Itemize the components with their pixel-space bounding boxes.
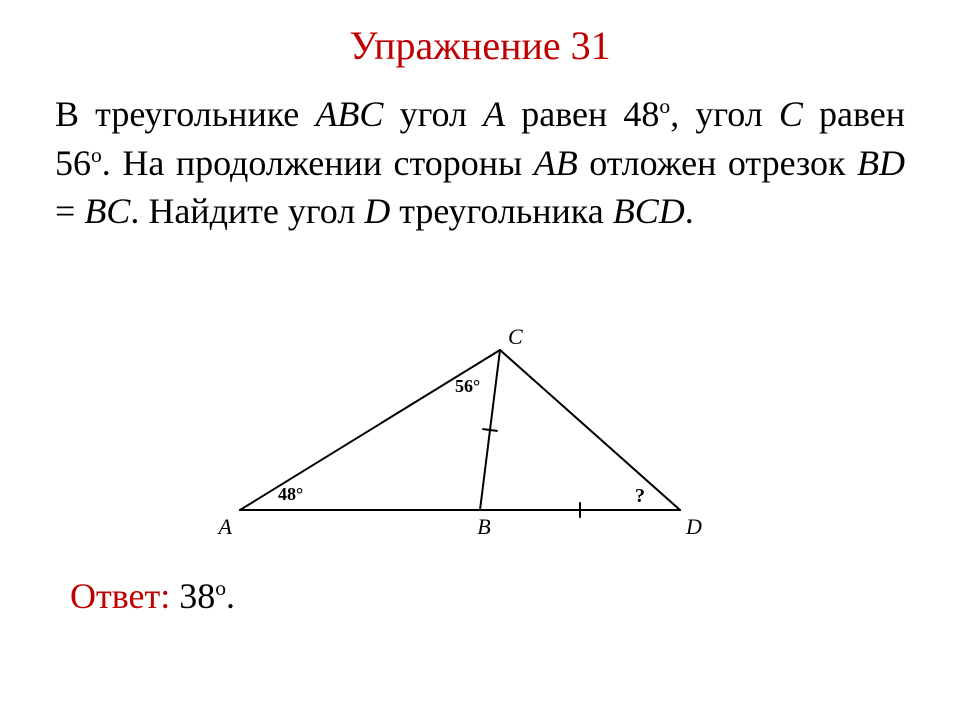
degree-mark: о [659,94,670,118]
var-abc: ABC [315,94,383,134]
triangle-diagram: A B D C 48° 56°? [200,320,760,550]
answer-value: 38 [179,576,215,616]
degree-mark: о [91,143,102,167]
text-fragment: . На продолжении стороны [102,143,534,183]
problem-text: В треугольнике ABC угол A равен 48о, уго… [55,90,905,236]
answer-dot: . [226,576,235,616]
svg-text:?: ? [635,485,645,507]
text-fragment: равен 48 [505,94,659,134]
text-fragment: . [685,191,694,231]
svg-text:D: D [685,514,702,539]
diagram-container: A B D C 48° 56°? [200,320,760,550]
slide-title: Упражнение 31 [0,22,960,69]
var-d: D [364,191,390,231]
svg-text:A: A [217,514,233,539]
var-bd: BD [857,143,905,183]
var-ab: AB [534,143,578,183]
degree-mark: о [215,576,226,600]
var-a: A [483,94,505,134]
var-bcd: BCD [613,191,685,231]
var-c: C [779,94,803,134]
svg-text:C: C [508,324,523,349]
answer-line: Ответ: 38о. [70,575,235,617]
text-fragment: В треугольнике [55,94,315,134]
text-fragment: треугольника [390,191,613,231]
text-fragment: отложен отрезок [578,143,857,183]
svg-text:56°: 56° [455,376,480,396]
text-fragment: = [55,191,84,231]
slide: Упражнение 31 В треугольнике ABC угол A … [0,0,960,720]
svg-text:48°: 48° [278,484,303,504]
svg-text:B: B [477,514,490,539]
text-fragment: , угол [670,94,779,134]
text-fragment: . Найдите угол [130,191,364,231]
answer-label: Ответ: [70,576,179,616]
var-bc: BC [84,191,130,231]
text-fragment: угол [383,94,483,134]
